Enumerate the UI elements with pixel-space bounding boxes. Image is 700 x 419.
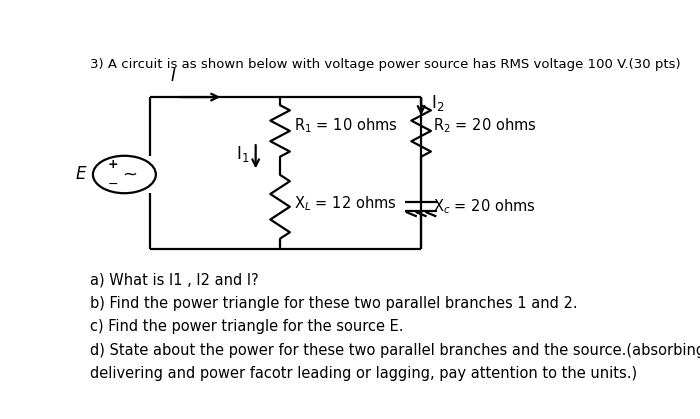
Text: I: I (170, 67, 175, 85)
Text: delivering and power facotr leading or lagging, pay attention to the units.): delivering and power facotr leading or l… (90, 366, 637, 381)
Text: R$_2$ = 20 ohms: R$_2$ = 20 ohms (433, 117, 537, 135)
Text: b) Find the power triangle for these two parallel branches 1 and 2.: b) Find the power triangle for these two… (90, 296, 578, 311)
Text: ~: ~ (122, 166, 137, 184)
Text: R$_1$ = 10 ohms: R$_1$ = 10 ohms (294, 117, 397, 135)
Text: X$_c$ = 20 ohms: X$_c$ = 20 ohms (433, 197, 536, 216)
Text: 3) A circuit is as shown below with voltage power source has RMS voltage 100 V.(: 3) A circuit is as shown below with volt… (90, 58, 681, 71)
Text: I$_2$: I$_2$ (431, 93, 444, 113)
Text: c) Find the power triangle for the source E.: c) Find the power triangle for the sourc… (90, 319, 404, 334)
Text: d) State about the power for these two parallel branches and the source.(absorbi: d) State about the power for these two p… (90, 343, 700, 357)
Text: X$_L$ = 12 ohms: X$_L$ = 12 ohms (294, 194, 396, 213)
Text: −: − (107, 178, 118, 191)
Text: E: E (76, 166, 86, 184)
Text: +: + (107, 158, 118, 171)
Text: a) What is I1 , I2 and I?: a) What is I1 , I2 and I? (90, 273, 259, 288)
Text: I$_1$: I$_1$ (236, 144, 249, 163)
